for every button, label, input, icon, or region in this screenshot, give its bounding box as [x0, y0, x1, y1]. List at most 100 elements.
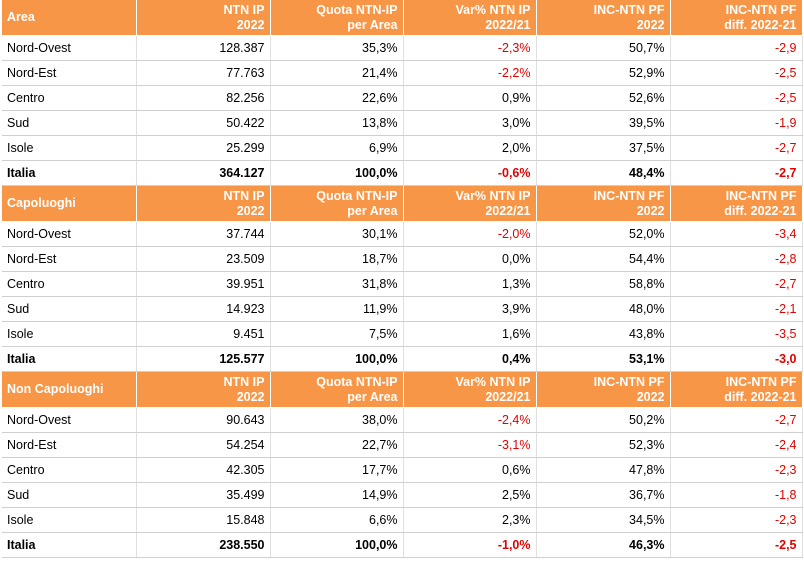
cell-name: Italia [2, 532, 137, 558]
cell-quota: 7,5% [270, 321, 404, 347]
column-header-inc-diff: INC-NTN PF diff. 2022-21 [670, 185, 803, 222]
cell-ntn-ip: 15.848 [136, 507, 271, 533]
cell-ntn-ip: 35.499 [136, 482, 271, 508]
cell-quota: 100,0% [270, 532, 404, 558]
section-header-row: Non Capoluoghi NTN IP 2022 Quota NTN-IP pe… [2, 371, 803, 408]
table-row: Isole 15.848 6,6% 2,3% 34,5% -2,3 [2, 507, 803, 533]
cell-var: 2,5% [403, 482, 537, 508]
cell-quota: 100,0% [270, 160, 404, 186]
cell-ntn-ip: 39.951 [136, 271, 271, 297]
table-row: Centro 42.305 17,7% 0,6% 47,8% -2,3 [2, 457, 803, 483]
cell-var: 1,3% [403, 271, 537, 297]
cell-ntn-ip: 50.422 [136, 110, 271, 136]
total-row: Italia 364.127 100,0% -0,6% 48,4% -2,7 [2, 160, 803, 186]
cell-ntn-ip: 25.299 [136, 135, 271, 161]
cell-var: 2,3% [403, 507, 537, 533]
cell-ntn-ip: 9.451 [136, 321, 271, 347]
cell-name: Centro [2, 457, 137, 483]
column-header-quota: Quota NTN-IP per Area [270, 185, 404, 222]
column-header-inc-diff: INC-NTN PF diff. 2022-21 [670, 0, 803, 36]
cell-quota: 6,9% [270, 135, 404, 161]
cell-inc-diff: -1,9 [670, 110, 803, 136]
cell-name: Centro [2, 271, 137, 297]
column-header-ntn-ip: NTN IP 2022 [136, 371, 271, 408]
table-row: Isole 25.299 6,9% 2,0% 37,5% -2,7 [2, 135, 803, 161]
column-header-ntn-ip: NTN IP 2022 [136, 185, 271, 222]
table-row: Isole 9.451 7,5% 1,6% 43,8% -3,5 [2, 321, 803, 347]
cell-var: 0,4% [403, 346, 537, 372]
column-header-var: Var% NTN IP 2022/21 [403, 0, 537, 36]
column-header-quota: Quota NTN-IP per Area [270, 0, 404, 36]
cell-inc-diff: -2,3 [670, 507, 803, 533]
cell-inc-ntn: 53,1% [536, 346, 671, 372]
cell-var: 0,6% [403, 457, 537, 483]
cell-name: Italia [2, 160, 137, 186]
table-row: Nord-Ovest 37.744 30,1% -2,0% 52,0% -3,4 [2, 221, 803, 247]
column-header-inc-diff: INC-NTN PF diff. 2022-21 [670, 371, 803, 408]
cell-quota: 11,9% [270, 296, 404, 322]
total-row: Italia 238.550 100,0% -1,0% 46,3% -2,5 [2, 532, 803, 558]
cell-inc-ntn: 37,5% [536, 135, 671, 161]
cell-quota: 18,7% [270, 246, 404, 272]
cell-ntn-ip: 37.744 [136, 221, 271, 247]
cell-inc-diff: -2,3 [670, 457, 803, 483]
section-title: Capoluoghi [2, 185, 137, 222]
cell-ntn-ip: 364.127 [136, 160, 271, 186]
table-row: Nord-Est 54.254 22,7% -3,1% 52,3% -2,4 [2, 432, 803, 458]
cell-ntn-ip: 82.256 [136, 85, 271, 111]
cell-var: -2,2% [403, 60, 537, 86]
cell-var: 0,9% [403, 85, 537, 111]
cell-ntn-ip: 54.254 [136, 432, 271, 458]
cell-inc-diff: -2,5 [670, 85, 803, 111]
ntn-statistics-table: Area NTN IP 2022 Quota NTN-IP per Area Var%… [2, 0, 803, 558]
cell-quota: 30,1% [270, 221, 404, 247]
cell-ntn-ip: 23.509 [136, 246, 271, 272]
column-header-ntn-ip: NTN IP 2022 [136, 0, 271, 36]
cell-quota: 21,4% [270, 60, 404, 86]
cell-var: -2,0% [403, 221, 537, 247]
cell-inc-diff: -2,7 [670, 407, 803, 433]
table-row: Centro 39.951 31,8% 1,3% 58,8% -2,7 [2, 271, 803, 297]
cell-name: Nord-Ovest [2, 407, 137, 433]
cell-inc-ntn: 47,8% [536, 457, 671, 483]
cell-ntn-ip: 125.577 [136, 346, 271, 372]
cell-name: Isole [2, 321, 137, 347]
cell-name: Centro [2, 85, 137, 111]
cell-inc-diff: -2,1 [670, 296, 803, 322]
table-row: Nord-Ovest 90.643 38,0% -2,4% 50,2% -2,7 [2, 407, 803, 433]
cell-inc-ntn: 39,5% [536, 110, 671, 136]
cell-inc-diff: -2,9 [670, 35, 803, 61]
section-title: Area [2, 0, 137, 36]
cell-quota: 13,8% [270, 110, 404, 136]
cell-var: 0,0% [403, 246, 537, 272]
cell-inc-ntn: 46,3% [536, 532, 671, 558]
cell-name: Isole [2, 135, 137, 161]
cell-name: Sud [2, 110, 137, 136]
cell-var: 2,0% [403, 135, 537, 161]
table-row: Sud 14.923 11,9% 3,9% 48,0% -2,1 [2, 296, 803, 322]
cell-var: -2,4% [403, 407, 537, 433]
cell-inc-diff: -2,7 [670, 271, 803, 297]
cell-inc-diff: -3,5 [670, 321, 803, 347]
cell-var: -2,3% [403, 35, 537, 61]
table-body: Area NTN IP 2022 Quota NTN-IP per Area Var%… [2, 0, 803, 558]
cell-var: 3,9% [403, 296, 537, 322]
cell-ntn-ip: 238.550 [136, 532, 271, 558]
cell-name: Isole [2, 507, 137, 533]
column-header-inc-ntn: INC-NTN PF 2022 [536, 371, 671, 408]
cell-ntn-ip: 77.763 [136, 60, 271, 86]
cell-ntn-ip: 90.643 [136, 407, 271, 433]
section-title: Non Capoluoghi [2, 371, 137, 408]
cell-inc-diff: -2,5 [670, 60, 803, 86]
cell-name: Italia [2, 346, 137, 372]
cell-name: Nord-Est [2, 60, 137, 86]
cell-inc-ntn: 58,8% [536, 271, 671, 297]
cell-inc-ntn: 54,4% [536, 246, 671, 272]
cell-inc-ntn: 52,6% [536, 85, 671, 111]
cell-name: Sud [2, 296, 137, 322]
cell-quota: 17,7% [270, 457, 404, 483]
cell-quota: 22,6% [270, 85, 404, 111]
cell-inc-ntn: 52,0% [536, 221, 671, 247]
cell-var: 1,6% [403, 321, 537, 347]
table-row: Nord-Est 23.509 18,7% 0,0% 54,4% -2,8 [2, 246, 803, 272]
